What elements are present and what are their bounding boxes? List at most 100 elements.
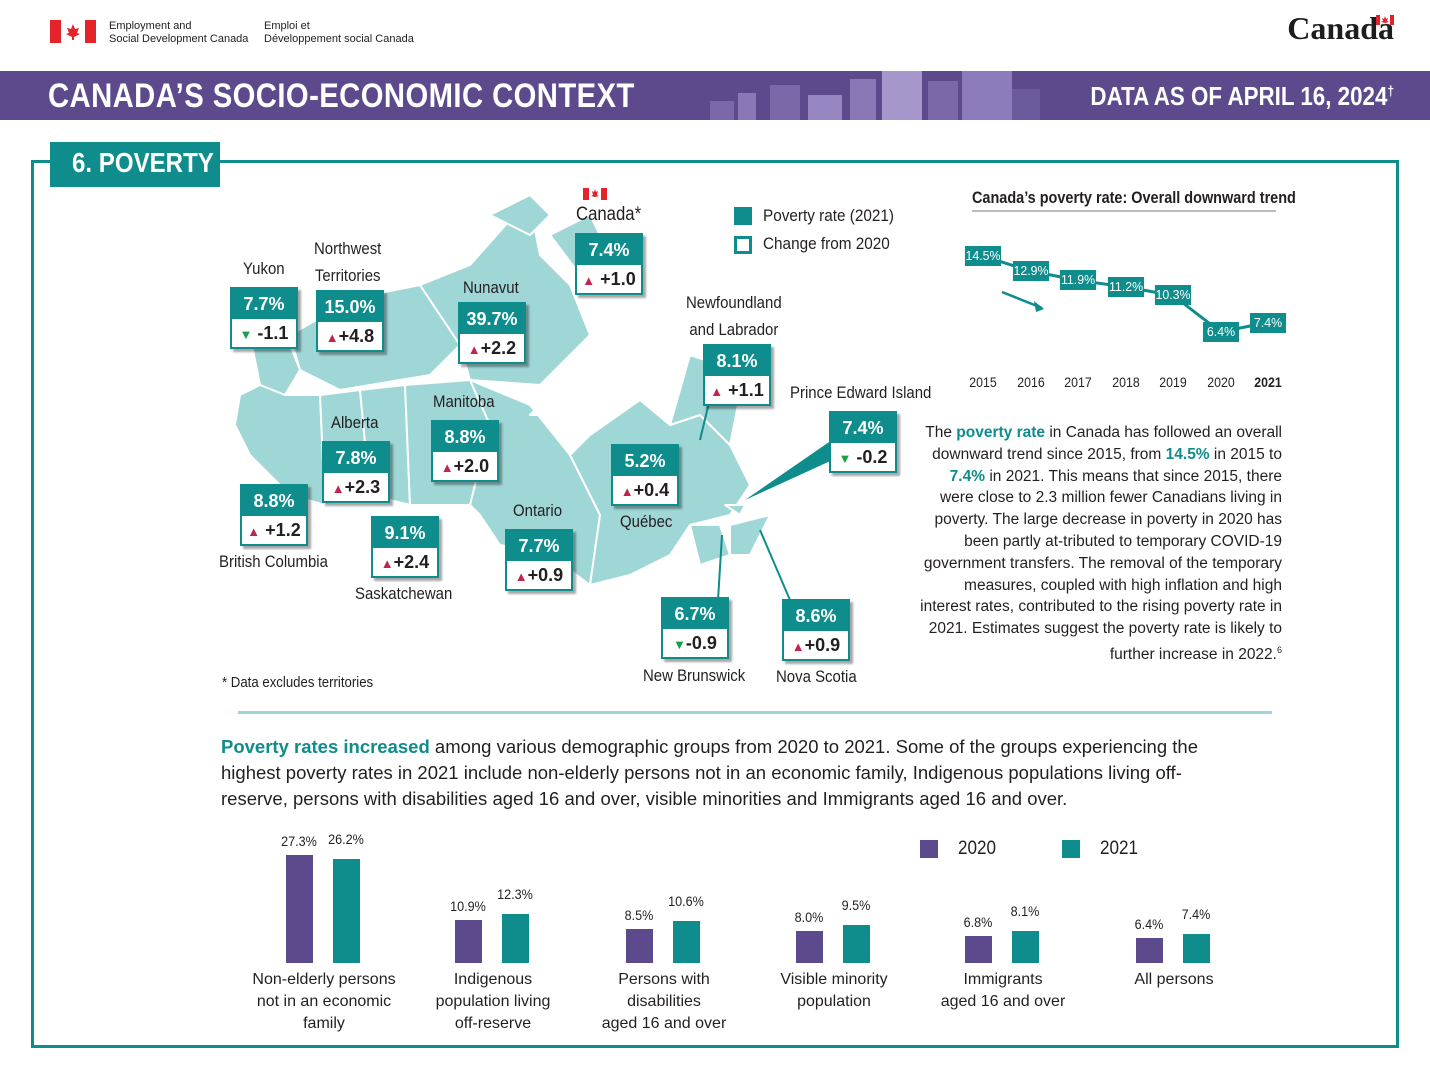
region-name-nunavut: Nunavut xyxy=(463,278,519,297)
stat-box-manitoba: 8.8% ▲+2.0 xyxy=(431,420,499,482)
data-date-text: DATA AS OF APRIL 16, 2024 xyxy=(1090,81,1388,111)
rate-alberta: 7.8% xyxy=(324,443,388,473)
trend-text-part1: The xyxy=(925,424,957,441)
change-manitoba: ▲+2.0 xyxy=(433,452,497,480)
stat-box-yukon: 7.7% ▼ -1.1 xyxy=(230,287,298,349)
region-name-nwt: Northwest Territories xyxy=(314,235,381,289)
bar-2020 xyxy=(455,919,482,963)
bar-category-line: family xyxy=(303,1015,345,1032)
bar-value-label: 8.0% xyxy=(794,909,824,926)
up-arrow-icon: ▲ xyxy=(791,639,805,654)
bar-category-label: Persons with disabilities aged 16 and over xyxy=(579,969,749,1035)
trend-arrowhead-icon xyxy=(1034,301,1044,312)
region-name-nwt-line1: Northwest xyxy=(314,239,382,258)
trend-title-underline xyxy=(972,210,1276,212)
department-name-en: Employment and Social Development Canada xyxy=(109,20,248,46)
bar-category-line: off-reserve xyxy=(454,1015,532,1032)
change-yukon: ▼ -1.1 xyxy=(232,319,296,347)
region-name-sask: Saskatchewan xyxy=(355,584,453,603)
bar-2021 xyxy=(1012,930,1039,963)
stat-box-nunavut: 39.7% ▲+2.2 xyxy=(458,302,526,364)
region-name-bc: British Columbia xyxy=(219,552,328,571)
up-arrow-icon: ▲ xyxy=(440,460,454,475)
trend-text-part3: in 2015 to xyxy=(1209,445,1282,463)
trend-year-label: 2017 xyxy=(1064,374,1092,390)
trend-text-part4: in 2021. This means that since 2015, the… xyxy=(920,467,1282,664)
legend-label-rate: Poverty rate (2021) xyxy=(763,206,894,225)
trend-year-label: 2018 xyxy=(1111,374,1140,390)
change-nb: ▼-0.9 xyxy=(663,629,727,657)
change-value-nl: +1.1 xyxy=(728,380,764,400)
bar-value-label: 7.4% xyxy=(1181,905,1211,922)
change-value-quebec: +0.4 xyxy=(633,480,670,500)
trend-year-label: 2019 xyxy=(1159,374,1187,390)
up-arrow-icon: ▲ xyxy=(710,384,724,399)
rate-pei: 7.4% xyxy=(831,413,895,443)
stat-box-canada: 7.4% ▲ +1.0 xyxy=(575,233,643,295)
bar-category-label: Indigenous population living off-reserve xyxy=(408,969,578,1035)
department-name-fr-line2: Développement social Canada xyxy=(264,33,414,45)
rate-ns: 8.6% xyxy=(784,601,848,631)
rate-nwt: 15.0% xyxy=(318,292,382,322)
bar-value-label: 8.1% xyxy=(1010,902,1040,919)
banner-title: CANADA’S SOCIO-ECONOMIC CONTEXT xyxy=(48,77,635,115)
bar-value-label: 9.5% xyxy=(841,897,871,914)
bar-value-label: 10.6% xyxy=(668,893,704,910)
region-name-nl-line2: and Labrador xyxy=(689,320,779,339)
legend-label-change: Change from 2020 xyxy=(763,234,890,253)
change-value-yukon: -1.1 xyxy=(257,323,289,343)
region-name-nb: New Brunswick xyxy=(643,666,746,685)
stat-box-quebec: 5.2% ▲+0.4 xyxy=(611,444,679,506)
legend-label-2021: 2021 xyxy=(1100,838,1139,859)
legend-swatch-change xyxy=(734,236,752,254)
stat-box-bc: 8.8% ▲ +1.2 xyxy=(240,484,308,546)
change-alberta: ▲+2.3 xyxy=(324,473,388,501)
change-value-canada: +1.0 xyxy=(600,269,636,289)
bar-2020 xyxy=(965,936,992,963)
change-value-alberta: +2.3 xyxy=(344,477,381,497)
region-name-canada: Canada* xyxy=(576,204,642,225)
bar-category-label: Visible minority population xyxy=(749,969,919,1013)
region-name-pei: Prince Edward Island xyxy=(790,383,932,402)
legend-swatch-2021 xyxy=(1062,840,1080,858)
change-nunavut: ▲+2.2 xyxy=(460,334,524,362)
trend-chart-title: Canada’s poverty rate: Overall downward … xyxy=(972,188,1296,207)
bar-value-label: 6.4% xyxy=(1134,915,1164,932)
change-value-ontario: +0.9 xyxy=(527,565,564,585)
stat-box-pei: 7.4% ▼ -0.2 xyxy=(829,411,897,473)
bar-category-line: disabilities xyxy=(627,993,701,1010)
stat-box-sask: 9.1% ▲+2.4 xyxy=(371,516,439,578)
region-name-nl: Newfoundland and Labrador xyxy=(686,289,782,343)
trend-text-part2: in Canada has followed an overall downwa… xyxy=(932,424,1282,463)
data-date: DATA AS OF APRIL 16, 2024† xyxy=(1090,81,1394,112)
bar-2020 xyxy=(626,929,653,963)
bar-value-label: 27.3% xyxy=(281,833,317,849)
trend-point-label: 10.3% xyxy=(1154,285,1192,306)
bar-value-label: 8.5% xyxy=(624,907,654,924)
change-bc: ▲ +1.2 xyxy=(242,516,306,544)
bar-category-line: population xyxy=(797,993,871,1010)
stat-box-ns: 8.6% ▲+0.9 xyxy=(782,599,850,661)
trend-text-highlight2: 14.5% xyxy=(1165,445,1210,463)
bar-category-line: Indigenous xyxy=(453,971,533,988)
trend-year-label: 2015 xyxy=(969,374,997,390)
canada-flag-icon-small xyxy=(583,188,607,200)
section-divider xyxy=(238,711,1272,714)
region-name-ns: Nova Scotia xyxy=(776,667,857,686)
bar-2020 xyxy=(796,931,823,963)
wordmark-flag-icon xyxy=(1376,15,1394,25)
change-canada: ▲ +1.0 xyxy=(577,265,641,293)
bar-category-line: Non-elderly persons xyxy=(252,971,396,988)
bar-category-line: Visible minority xyxy=(780,971,888,988)
change-pei: ▼ -0.2 xyxy=(831,443,895,471)
change-value-pei: -0.2 xyxy=(856,447,888,467)
stat-box-nb: 6.7% ▼-0.9 xyxy=(661,597,729,659)
change-value-bc: +1.2 xyxy=(265,520,301,540)
change-value-ns: +0.9 xyxy=(804,635,841,655)
bar-category-label: Immigrants aged 16 and over xyxy=(918,969,1088,1013)
change-value-nwt: +4.8 xyxy=(338,326,375,346)
section-tab xyxy=(50,142,220,187)
change-value-nb: -0.9 xyxy=(685,633,717,653)
trend-point-label: 11.9% xyxy=(1059,270,1097,291)
region-name-nl-line1: Newfoundland xyxy=(686,293,782,312)
